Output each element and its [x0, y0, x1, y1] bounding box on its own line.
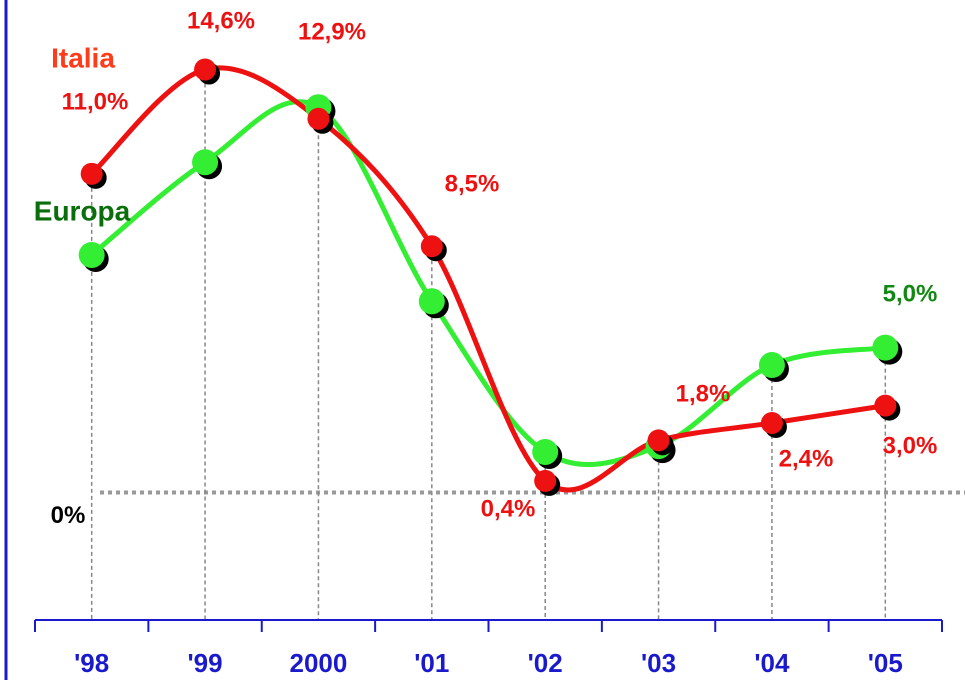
series-line	[89, 65, 886, 493]
x-tick-label: '98	[74, 648, 109, 678]
point	[758, 352, 785, 379]
point	[307, 107, 330, 130]
x-tick-label: 2000	[290, 648, 348, 678]
x-tick-label: '04	[754, 648, 790, 678]
series-name: Italia	[51, 42, 115, 73]
point	[872, 334, 899, 361]
value-label: 8,5%	[445, 170, 500, 197]
point	[420, 235, 443, 258]
x-tick-label: '01	[414, 648, 449, 678]
point	[760, 411, 783, 434]
point	[874, 394, 897, 417]
x-tick-label: '05	[868, 648, 903, 678]
point	[418, 288, 445, 315]
point	[532, 438, 559, 465]
point	[194, 58, 217, 81]
x-tick-label: '02	[528, 648, 563, 678]
point	[534, 469, 557, 492]
point	[78, 241, 105, 268]
x-tick-label: '03	[641, 648, 676, 678]
value-label: 14,6%	[187, 7, 255, 34]
value-label: 0,4%	[481, 495, 536, 522]
value-label: 12,9%	[298, 18, 366, 45]
series-name: Europa	[34, 195, 131, 226]
value-label: 3,0%	[883, 432, 938, 459]
x-tick-label: '99	[188, 648, 223, 678]
y-tick-label: 0%	[51, 502, 86, 529]
point	[80, 162, 103, 185]
value-label: 1,8%	[676, 380, 731, 407]
value-label: 2,4%	[779, 445, 834, 472]
value-label: 5,0%	[883, 280, 938, 307]
point	[647, 429, 670, 452]
value-label: 11,0%	[62, 88, 129, 115]
point	[192, 149, 219, 176]
series-line	[90, 99, 886, 467]
